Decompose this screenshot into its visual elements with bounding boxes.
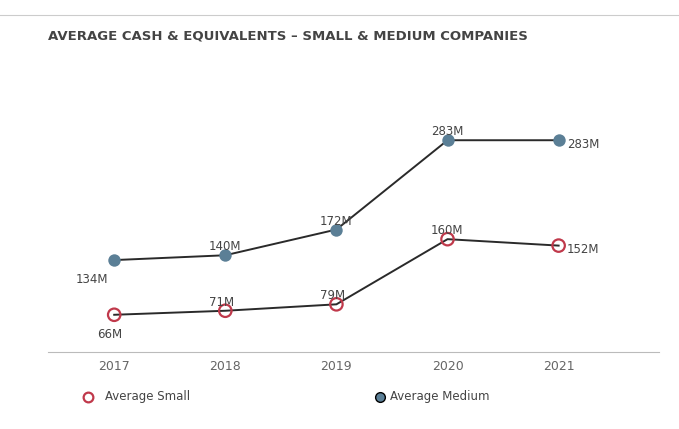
Point <box>109 257 120 263</box>
Text: 79M: 79M <box>320 290 345 302</box>
Point <box>331 226 342 233</box>
Text: Average Small: Average Small <box>105 390 190 403</box>
Point <box>553 137 564 144</box>
Text: Average Medium: Average Medium <box>390 390 490 403</box>
Point <box>220 307 231 314</box>
Text: 172M: 172M <box>320 214 352 228</box>
Text: 283M: 283M <box>567 138 600 151</box>
Text: AVERAGE CASH & EQUIVALENTS – SMALL & MEDIUM COMPANIES: AVERAGE CASH & EQUIVALENTS – SMALL & MED… <box>48 30 528 43</box>
Point <box>553 242 564 249</box>
Point <box>109 311 120 318</box>
Text: 283M: 283M <box>431 125 463 139</box>
Text: 152M: 152M <box>567 243 600 256</box>
Text: 140M: 140M <box>208 240 241 254</box>
Text: 134M: 134M <box>75 273 108 286</box>
Point <box>442 236 453 243</box>
Text: 71M: 71M <box>208 296 234 309</box>
Point <box>442 137 453 144</box>
Text: 160M: 160M <box>431 224 463 237</box>
Point <box>331 301 342 308</box>
Text: 66M: 66M <box>98 328 123 341</box>
Point <box>220 252 231 259</box>
